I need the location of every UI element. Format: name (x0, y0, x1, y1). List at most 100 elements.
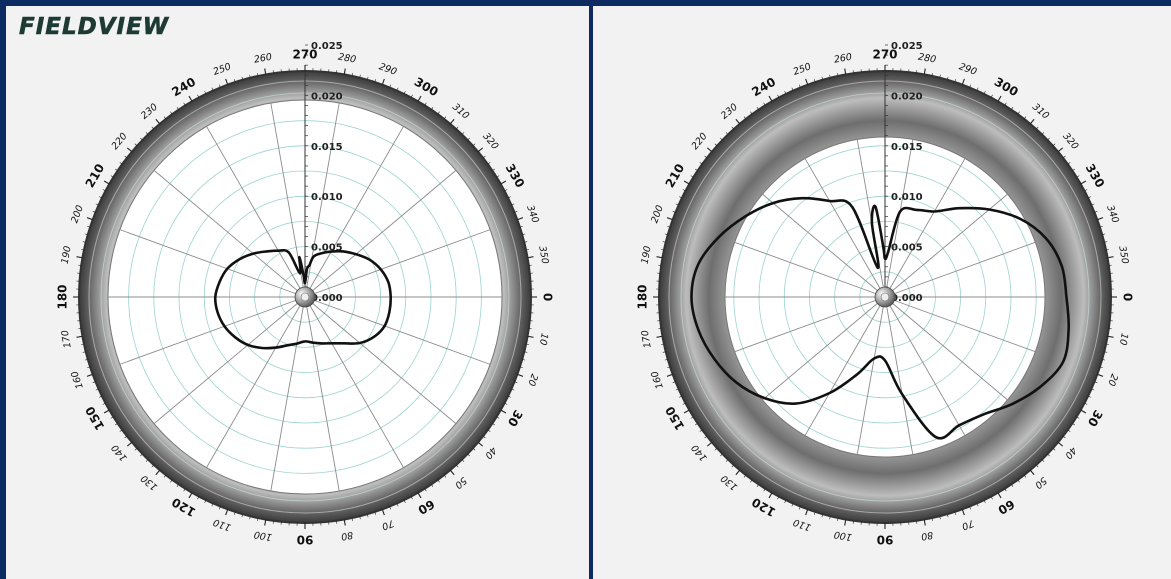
angle-tick-label: 320 (480, 131, 500, 152)
angle-tick-label: 300 (992, 75, 1021, 100)
angle-tick-label: 40 (1062, 444, 1078, 460)
grid-spoke (856, 296, 886, 455)
radial-tick-label: 0.010 (311, 192, 343, 203)
radial-tick-label: 0.025 (891, 41, 923, 52)
grid-spoke (304, 296, 491, 365)
angle-tick-label: 120 (169, 495, 198, 520)
grid-spoke (206, 296, 306, 468)
angle-tick-label: 350 (1116, 245, 1130, 265)
grid-spoke (304, 296, 457, 424)
angle-tick-label: 50 (1032, 474, 1048, 490)
angle-tick-label: 170 (640, 329, 654, 349)
radial-tick-label: 0.015 (311, 142, 343, 153)
panel-divider (589, 0, 593, 579)
radial-tick-label: 0.020 (891, 91, 923, 102)
angle-tick-label: 160 (69, 369, 86, 390)
angle-tick-label: 320 (1060, 131, 1080, 152)
radial-tick-label: 0.010 (891, 192, 923, 203)
angle-tick-label: 230 (139, 102, 160, 122)
angle-tick-label: 0 (1121, 293, 1135, 301)
angle-tick-label: 170 (60, 329, 74, 349)
angle-tick-label: 270 (872, 48, 897, 62)
angle-tick-label: 30 (1085, 408, 1105, 429)
grid-spoke (884, 158, 966, 298)
angle-tick-label: 280 (917, 52, 937, 66)
angle-tick-label: 190 (640, 245, 654, 265)
angle-tick-label: 160 (649, 369, 666, 390)
grid-spoke (304, 126, 404, 298)
angle-tick-label: 60 (996, 497, 1017, 517)
radial-tick-label: 0.025 (311, 41, 343, 52)
grid-spoke (153, 296, 306, 424)
grid-spoke (119, 296, 306, 365)
grid-spoke (804, 158, 886, 298)
angle-tick-label: 100 (253, 528, 273, 542)
angle-tick-label: 220 (690, 131, 710, 152)
angle-tick-label: 260 (833, 52, 853, 66)
angle-tick-label: 110 (792, 516, 813, 533)
radial-tick-label: 0.000 (891, 293, 923, 304)
grid-spoke (304, 229, 491, 298)
angle-tick-label: 280 (337, 52, 357, 66)
angle-tick-label: 90 (877, 533, 894, 547)
grid-spoke (304, 170, 457, 298)
angle-tick-label: 350 (536, 245, 550, 265)
angle-tick-label: 190 (60, 245, 74, 265)
series-trace (213, 248, 393, 350)
angle-tick-label: 100 (833, 528, 853, 542)
grid-spoke (762, 193, 886, 298)
angle-tick-label: 240 (749, 75, 778, 100)
grid-spoke (762, 296, 886, 401)
angle-tick-label: 250 (212, 61, 233, 78)
angle-tick-label: 340 (1104, 204, 1121, 225)
angle-tick-label: 250 (792, 61, 813, 78)
angle-tick-label: 310 (450, 102, 471, 122)
angle-tick-label: 150 (83, 404, 108, 433)
angle-tick-label: 30 (505, 408, 525, 429)
grid-spoke (304, 296, 340, 492)
angle-tick-label: 20 (1105, 372, 1119, 387)
angle-tick-label: 270 (292, 48, 317, 62)
angle-tick-label: 210 (83, 161, 108, 190)
angle-tick-label: 20 (525, 372, 539, 387)
grid-spoke (884, 139, 914, 298)
grid-spoke (304, 296, 404, 468)
angle-tick-label: 290 (957, 61, 978, 78)
angle-tick-label: 330 (503, 161, 528, 190)
angle-tick-label: 200 (649, 204, 666, 225)
grid-spoke (734, 296, 886, 353)
angle-tick-label: 10 (537, 332, 550, 346)
grid-spoke (153, 170, 306, 298)
angle-tick-label: 330 (1083, 161, 1108, 190)
fieldview-logo: FIELDVIEW (19, 14, 170, 41)
grid-spoke (270, 296, 306, 492)
angle-tick-label: 10 (1117, 332, 1130, 346)
grid-spoke (734, 241, 886, 298)
polar-chart-right-panel: 0 30 60 90 120 150 180 210 240 270 300 330 10 20 40 50 7… (593, 6, 1171, 579)
grid-spoke (884, 296, 1008, 401)
angle-tick-label: 80 (340, 529, 354, 542)
series-trace (690, 196, 1071, 440)
angle-tick-label: 210 (663, 161, 688, 190)
radial-tick-label: 0.005 (311, 243, 343, 254)
grid-spoke (884, 193, 1008, 298)
angle-tick-label: 200 (69, 204, 86, 225)
angle-tick-label: 40 (482, 444, 498, 460)
angle-tick-label: 220 (110, 131, 130, 152)
angle-tick-label: 80 (920, 529, 934, 542)
angle-tick-label: 230 (719, 102, 740, 122)
angle-tick-label: 60 (416, 497, 437, 517)
polar-chart-left-panel: FIELDVIEW 0 30 60 90 120 150 180 210 240 270 300 33… (6, 6, 589, 579)
angle-tick-label: 50 (452, 474, 468, 490)
radial-tick-label: 0.015 (891, 142, 923, 153)
angle-tick-label: 260 (253, 52, 273, 66)
angle-tick-label: 90 (297, 533, 314, 547)
angle-tick-label: 70 (380, 517, 395, 531)
angle-tick-label: 300 (412, 75, 441, 100)
angle-tick-label: 70 (960, 517, 975, 531)
angle-tick-label: 240 (169, 75, 198, 100)
angle-tick-label: 290 (377, 61, 398, 78)
angle-tick-label: 180 (56, 284, 70, 309)
angle-tick-label: 110 (212, 516, 233, 533)
radial-tick-label: 0.005 (891, 243, 923, 254)
